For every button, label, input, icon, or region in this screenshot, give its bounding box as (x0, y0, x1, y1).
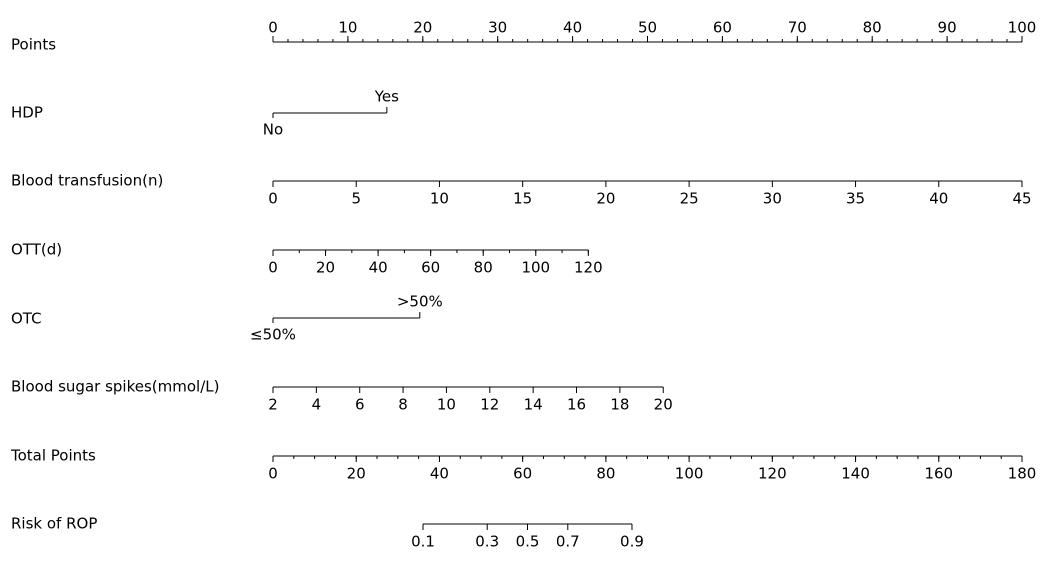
tick-label: 80 (863, 19, 882, 37)
tick-label: 0 (268, 19, 278, 37)
tick-label: 18 (610, 396, 629, 414)
tick-label: 50 (638, 19, 657, 37)
tick-label: 12 (480, 396, 499, 414)
tick-label: 0 (268, 259, 278, 277)
row-label: Risk of ROP (11, 515, 97, 533)
tick-label: 0.5 (516, 533, 540, 551)
tick-label: 100 (1008, 19, 1037, 37)
tick-label: 45 (1012, 190, 1031, 208)
tick-label: 6 (355, 396, 365, 414)
tick-label: 0.3 (475, 533, 499, 551)
row-label: OTC (11, 310, 42, 328)
tick-label: 0 (268, 465, 278, 483)
tick-label: 60 (513, 465, 532, 483)
tick-label: 5 (351, 190, 361, 208)
tick-label: 120 (574, 259, 603, 277)
tick-label: 0.1 (411, 533, 435, 551)
tick-label: 35 (846, 190, 865, 208)
tick-label: 160 (924, 465, 953, 483)
row-label: Points (11, 36, 56, 54)
tick-label: 20 (413, 19, 432, 37)
tick-label: 20 (316, 259, 335, 277)
category-label: ≤50% (250, 326, 296, 344)
tick-label: 20 (347, 465, 366, 483)
category-label: Yes (374, 88, 399, 106)
tick-label: 80 (474, 259, 493, 277)
tick-label: 14 (524, 396, 543, 414)
tick-label: 140 (841, 465, 870, 483)
tick-label: 2 (268, 396, 278, 414)
tick-label: 60 (421, 259, 440, 277)
tick-label: 100 (675, 465, 704, 483)
row-label: OTT(d) (11, 241, 62, 259)
tick-label: 8 (398, 396, 408, 414)
tick-label: 30 (763, 190, 782, 208)
tick-label: 40 (369, 259, 388, 277)
category-label: No (263, 121, 283, 139)
tick-label: 10 (430, 190, 449, 208)
tick-label: 0 (268, 190, 278, 208)
tick-label: 30 (488, 19, 507, 37)
tick-label: 60 (713, 19, 732, 37)
tick-label: 15 (513, 190, 532, 208)
row-label: Blood sugar spikes(mmol/L) (11, 378, 219, 396)
tick-label: 70 (788, 19, 807, 37)
tick-label: 100 (521, 259, 550, 277)
row-label: HDP (11, 104, 43, 122)
tick-label: 0.7 (556, 533, 580, 551)
tick-label: 10 (338, 19, 357, 37)
tick-label: 16 (567, 396, 586, 414)
tick-label: 20 (654, 396, 673, 414)
tick-label: 40 (563, 19, 582, 37)
row-label: Total Points (10, 447, 96, 465)
tick-label: 90 (938, 19, 957, 37)
tick-label: 120 (758, 465, 787, 483)
tick-label: 4 (312, 396, 322, 414)
tick-label: 10 (437, 396, 456, 414)
tick-label: 40 (929, 190, 948, 208)
row-label: Blood transfusion(n) (11, 172, 163, 190)
category-label: >50% (397, 293, 443, 311)
tick-label: 40 (430, 465, 449, 483)
tick-label: 80 (596, 465, 615, 483)
tick-label: 20 (596, 190, 615, 208)
tick-label: 25 (680, 190, 699, 208)
tick-label: 0.9 (620, 533, 644, 551)
tick-label: 180 (1008, 465, 1037, 483)
